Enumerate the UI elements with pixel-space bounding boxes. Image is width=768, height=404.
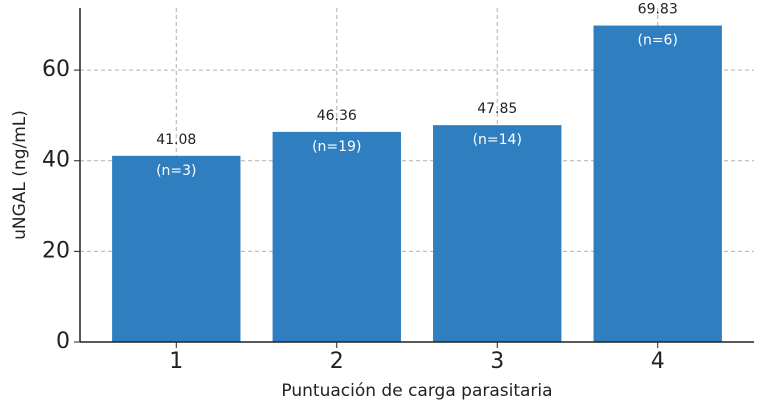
bar <box>272 131 401 342</box>
x-tick-label: 2 <box>330 349 344 374</box>
x-axis-label: Puntuación de carga parasitaria <box>281 381 552 401</box>
x-tick-label: 4 <box>651 349 665 374</box>
x-tick-label: 1 <box>169 349 183 374</box>
y-tick-label: 40 <box>42 148 70 173</box>
count-label: (n=3) <box>156 163 196 179</box>
y-tick-label: 0 <box>56 329 70 354</box>
y-axis-label: uNGAL (ng/mL) <box>10 110 30 240</box>
value-label: 41.08 <box>156 132 196 148</box>
y-tick-label: 20 <box>42 238 70 263</box>
count-label: (n=6) <box>637 33 677 49</box>
bar <box>433 125 562 342</box>
count-label: (n=14) <box>473 132 522 148</box>
value-label: 46.36 <box>317 108 357 124</box>
y-tick-label: 60 <box>42 57 70 82</box>
count-label: (n=19) <box>312 139 361 155</box>
bar <box>593 25 722 343</box>
x-tick-label: 3 <box>490 349 504 374</box>
value-label: 69.83 <box>638 2 678 18</box>
value-label: 47.85 <box>477 101 517 117</box>
bar <box>112 155 241 342</box>
